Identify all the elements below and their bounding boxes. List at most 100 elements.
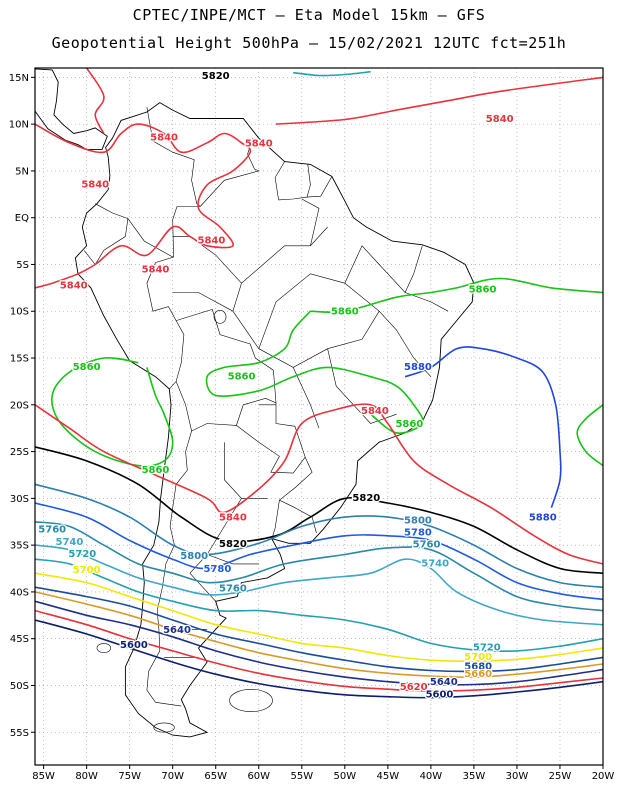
contour-label: 5880 (529, 513, 557, 524)
contour-label: 5740 (421, 558, 449, 569)
contour-label: 5820 (219, 539, 247, 550)
central-america-coastline (35, 68, 108, 150)
lon-tick-label: 70W (161, 771, 184, 782)
contour-label: 5700 (464, 652, 492, 663)
contour-5860-w (51, 356, 174, 467)
contour-label: 5840 (81, 180, 109, 191)
lat-tick-label: 25S (10, 447, 29, 458)
map-title-line2: Geopotential Height 500hPa – 15/02/2021 … (51, 34, 567, 52)
contour-label: 5720 (473, 643, 501, 654)
contour-label: 5860 (395, 419, 423, 430)
country-border (199, 138, 260, 207)
country-border (146, 107, 201, 207)
lat-tick-label: 10S (10, 307, 29, 318)
lon-tick-label: 50W (334, 771, 357, 782)
island-outline (153, 722, 175, 733)
lon-tick-label: 80W (75, 771, 98, 782)
contour-label: 5840 (245, 138, 273, 149)
country-border (206, 554, 259, 565)
lon-tick-label: 20W (592, 771, 615, 782)
continent-outlines (35, 68, 475, 738)
contour-label: 5840 (219, 513, 247, 524)
country-border (146, 206, 201, 390)
country-border (232, 226, 328, 349)
contour-label: 5720 (68, 549, 96, 560)
contour-label: 5820 (202, 71, 230, 82)
contour-label: 5860 (469, 284, 497, 295)
contour-label: 5640 (163, 625, 191, 636)
lat-tick-label: 5S (16, 260, 29, 271)
contour-5800 (35, 483, 603, 588)
contour-label: 5600 (120, 640, 148, 651)
country-border (258, 273, 380, 368)
contour-label: 5840 (361, 406, 389, 417)
height-contours (35, 68, 603, 699)
contour-label: 5620 (400, 682, 428, 693)
longitude-axis: 85W 80W 75W 70W 65W 60W 55W 50W 45W 40W 35W 30W 25W 2… (32, 765, 614, 782)
contour-5760 (35, 521, 603, 612)
contour-5820 (35, 446, 603, 574)
contour-label: 5780 (404, 528, 432, 539)
contour-5780 (35, 502, 603, 601)
lat-tick-label: EQ (15, 213, 29, 224)
country-border (404, 292, 449, 312)
contour-trop-cyan (293, 70, 371, 77)
lon-tick-label: 35W (463, 771, 486, 782)
country-border (172, 292, 234, 312)
contour-5880 (404, 346, 562, 508)
contour-label: 5800 (404, 515, 432, 526)
contour-5600 (35, 619, 603, 699)
contour-label: 5680 (464, 661, 492, 672)
country-border (306, 176, 333, 198)
contour-5840-sub (35, 403, 603, 565)
lon-tick-label: 65W (204, 771, 227, 782)
contour-5720 (35, 558, 603, 652)
island-outline (96, 643, 112, 654)
lat-tick-label: 35S (10, 541, 29, 552)
lat-tick-label: 10N (9, 120, 29, 131)
contour-label: 5600 (426, 689, 454, 700)
island-outline (229, 688, 273, 712)
lat-lon-gridlines (35, 68, 604, 765)
contour-label: 5840 (198, 236, 226, 247)
contour-5700 (35, 572, 603, 663)
contour-label: 5780 (204, 564, 232, 575)
country-border (278, 457, 317, 534)
lon-tick-label: 60W (247, 771, 270, 782)
contour-5860-bol (205, 310, 424, 434)
contour-label: 5820 (352, 493, 380, 504)
lat-tick-label: 45S (10, 634, 29, 645)
lat-tick-label: 30S (10, 494, 29, 505)
contour-label: 5860 (331, 307, 359, 318)
contour-label: 5740 (56, 537, 84, 548)
contour-label: 5860 (228, 371, 256, 382)
lat-tick-label: 15N (9, 73, 29, 84)
contour-label: 5840 (60, 281, 88, 292)
lon-tick-label: 75W (118, 771, 141, 782)
contour-5860-e (576, 404, 603, 467)
map-frame (34, 67, 604, 766)
lon-tick-label: 55W (290, 771, 313, 782)
contour-5680 (35, 586, 603, 673)
contour-5840-nn (85, 68, 105, 134)
contour-label: 5840 (486, 114, 514, 125)
contour-5660 (35, 591, 603, 678)
country-border (189, 442, 242, 574)
country-border (127, 218, 173, 258)
island-outline (213, 310, 227, 324)
lat-tick-label: 50S (10, 681, 29, 692)
country-border (172, 236, 242, 284)
lat-tick-label: 55S (10, 728, 29, 739)
contour-5840-nw (35, 123, 252, 289)
country-border (344, 245, 423, 294)
lat-tick-label: 40S (10, 587, 29, 598)
country-border (236, 402, 306, 474)
country-border (274, 161, 311, 201)
lon-tick-label: 40W (420, 771, 443, 782)
country-border (189, 572, 216, 602)
contour-label: 5760 (219, 584, 247, 595)
lat-tick-label: 20S (10, 400, 29, 411)
country-border (301, 198, 320, 246)
contour-5860-trop (310, 277, 603, 314)
